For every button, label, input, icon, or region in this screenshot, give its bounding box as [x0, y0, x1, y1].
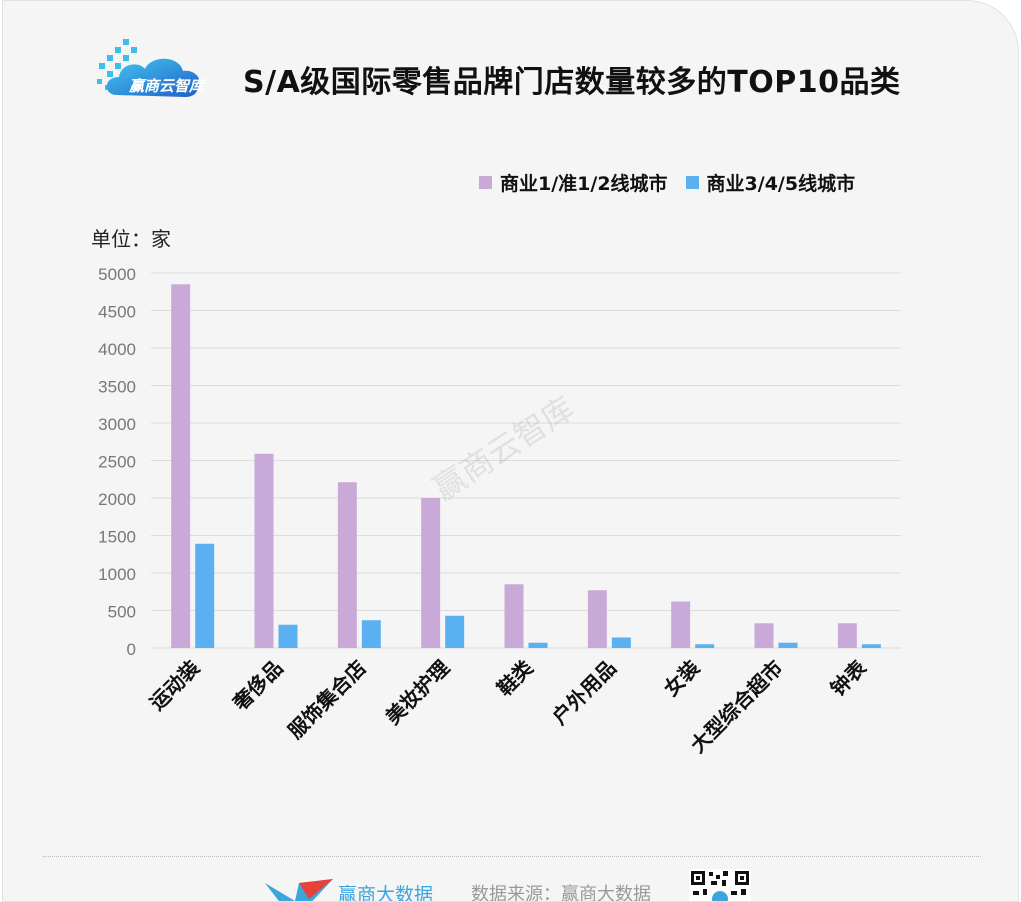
x-tick-label: 服饰集合店 [283, 656, 371, 744]
y-tick-label: 500 [108, 603, 136, 622]
legend-label-series2: 商业3/4/5线城市 [706, 173, 856, 195]
qr-code-icon [689, 869, 751, 901]
y-tick-label: 1000 [98, 565, 136, 584]
legend-swatch-series1 [479, 176, 492, 189]
y-tick-label: 1500 [98, 528, 136, 547]
x-tick-label: 奢侈品 [227, 656, 287, 716]
legend-label-series1: 商业1/准1/2线城市 [500, 173, 668, 195]
bar-series1 [337, 482, 357, 648]
bar-series1 [421, 498, 441, 648]
y-tick-label: 4500 [98, 303, 136, 322]
bar-series2 [361, 620, 381, 648]
bar-series2 [611, 637, 631, 648]
bar-series1 [171, 284, 191, 648]
bar-series2 [445, 615, 465, 648]
yingshang-data-logo-icon [265, 879, 333, 901]
y-tick-label: 2500 [98, 453, 136, 472]
y-tick-label: 2000 [98, 490, 136, 509]
bar-chart: 0 500 1000 1500 2000 2500 3000 3500 4000 4500 5000… [98, 265, 901, 757]
x-tick-label: 运动装 [145, 656, 204, 715]
bar-series2 [195, 543, 215, 648]
bar-series2 [528, 642, 548, 648]
unit-label: 单位：家 [91, 227, 171, 251]
y-tick-label: 0 [127, 640, 136, 659]
bar-series2 [861, 644, 881, 648]
legend-item-series2: 商业3/4/5线城市 [685, 169, 856, 196]
legend-item-series1: 商业1/准1/2线城市 [479, 169, 668, 196]
bar-series1 [837, 623, 857, 648]
footer-brand: 赢商大数据 [338, 884, 434, 902]
legend: 商业1/准1/2线城市 商业3/4/5线城市 [479, 169, 873, 196]
bar-series1 [504, 584, 524, 648]
legend-swatch-series2 [685, 176, 699, 189]
x-tick-label: 美妆护理 [381, 656, 455, 730]
y-tick-label: 3000 [98, 415, 136, 434]
bar-series2 [278, 624, 298, 648]
y-tick-label: 3500 [98, 378, 136, 397]
x-tick-label: 钟表 [826, 655, 872, 701]
footer-source: 数据来源：赢商大数据 [471, 884, 651, 902]
bar-series1 [587, 590, 607, 648]
x-tick-label: 鞋类 [492, 656, 537, 701]
bar-series2 [695, 644, 715, 648]
x-tick-label: 女装 [659, 656, 704, 701]
bar-series1 [671, 601, 691, 648]
y-tick-label: 4000 [98, 340, 136, 359]
logo-text: 赢商云智库 [128, 77, 207, 95]
footer-divider [43, 856, 981, 857]
bar-series2 [778, 642, 798, 648]
y-tick-label: 5000 [98, 265, 136, 284]
bar-series1 [254, 453, 274, 648]
bar-series1 [754, 623, 774, 648]
yingshang-cloud-logo: 赢商云智库 [97, 39, 207, 97]
chart-title: S/A级国际零售品牌门店数量较多的TOP10品类 [243, 65, 901, 100]
x-tick-label: 户外用品 [547, 656, 621, 730]
